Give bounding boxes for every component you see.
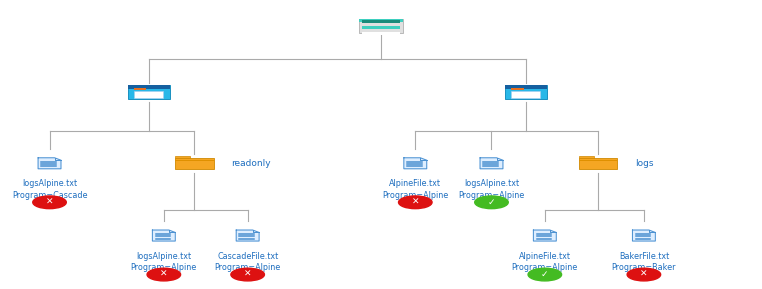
Text: ✓: ✓: [488, 198, 495, 207]
Polygon shape: [38, 158, 61, 169]
Polygon shape: [152, 230, 175, 241]
Circle shape: [33, 196, 66, 209]
Polygon shape: [533, 230, 556, 241]
Text: BakerFile.txt
Program=Baker: BakerFile.txt Program=Baker: [612, 252, 676, 272]
FancyBboxPatch shape: [511, 88, 523, 90]
FancyBboxPatch shape: [579, 155, 594, 158]
FancyBboxPatch shape: [128, 86, 170, 88]
Text: AlpineFile.txt
Program=Alpine: AlpineFile.txt Program=Alpine: [383, 179, 448, 200]
Text: ✕: ✕: [46, 198, 53, 207]
Polygon shape: [632, 230, 655, 241]
FancyBboxPatch shape: [175, 158, 213, 169]
Text: logsAlpine.txt
Program=Alpine: logsAlpine.txt Program=Alpine: [459, 179, 524, 200]
FancyBboxPatch shape: [504, 86, 547, 99]
FancyBboxPatch shape: [359, 19, 403, 22]
Circle shape: [231, 268, 264, 281]
FancyBboxPatch shape: [511, 91, 540, 98]
FancyBboxPatch shape: [175, 155, 190, 158]
Circle shape: [399, 196, 432, 209]
FancyBboxPatch shape: [134, 91, 163, 98]
Text: AlpineFile.txt
Program=Alpine: AlpineFile.txt Program=Alpine: [512, 252, 578, 272]
Text: logs: logs: [635, 159, 653, 168]
Text: ✕: ✕: [411, 198, 419, 207]
Circle shape: [627, 268, 661, 281]
FancyBboxPatch shape: [362, 32, 400, 35]
Text: readonly: readonly: [231, 159, 271, 168]
FancyBboxPatch shape: [359, 19, 403, 33]
FancyBboxPatch shape: [175, 160, 213, 161]
Circle shape: [147, 268, 181, 281]
FancyBboxPatch shape: [504, 86, 547, 88]
Text: ✓: ✓: [541, 270, 549, 279]
Text: ✕: ✕: [244, 270, 251, 279]
FancyBboxPatch shape: [362, 26, 400, 29]
FancyBboxPatch shape: [128, 86, 170, 99]
Text: CascadeFile.txt
Program=Alpine: CascadeFile.txt Program=Alpine: [215, 252, 280, 272]
Polygon shape: [404, 158, 427, 169]
Text: ✕: ✕: [160, 270, 168, 279]
Text: logsAlpine.txt
Program=Alpine: logsAlpine.txt Program=Alpine: [131, 252, 197, 272]
FancyBboxPatch shape: [362, 20, 400, 23]
FancyBboxPatch shape: [579, 158, 617, 169]
Circle shape: [475, 196, 508, 209]
Text: logsAlpine.txt
Program=Cascade: logsAlpine.txt Program=Cascade: [11, 179, 88, 200]
FancyBboxPatch shape: [579, 160, 617, 161]
FancyBboxPatch shape: [134, 88, 146, 90]
Polygon shape: [236, 230, 259, 241]
Circle shape: [528, 268, 562, 281]
Text: ✕: ✕: [640, 270, 648, 279]
Polygon shape: [480, 158, 503, 169]
